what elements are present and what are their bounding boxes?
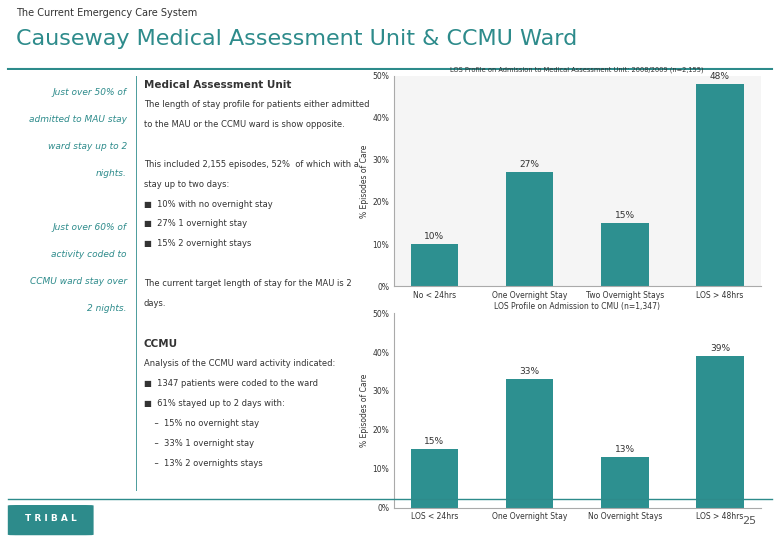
Text: days.: days. bbox=[144, 299, 166, 308]
Text: –  13% 2 overnights stays: – 13% 2 overnights stays bbox=[144, 459, 263, 468]
Text: 39%: 39% bbox=[710, 344, 730, 353]
Text: The current target length of stay for the MAU is 2: The current target length of stay for th… bbox=[144, 279, 352, 288]
Text: 2 nights.: 2 nights. bbox=[87, 305, 127, 313]
Text: –  15% no overnight stay: – 15% no overnight stay bbox=[144, 419, 259, 428]
Text: activity coded to: activity coded to bbox=[51, 250, 127, 259]
Bar bbox=[505, 379, 553, 508]
Text: 48%: 48% bbox=[710, 72, 730, 80]
Text: T R I B A L: T R I B A L bbox=[25, 514, 76, 523]
Text: Causeway Medical Assessment Unit & CCMU Ward: Causeway Medical Assessment Unit & CCMU … bbox=[16, 30, 577, 50]
Text: Medical Assessment Unit: Medical Assessment Unit bbox=[144, 80, 292, 90]
Text: Just over 50% of: Just over 50% of bbox=[53, 88, 127, 97]
Text: admitted to MAU stay: admitted to MAU stay bbox=[29, 115, 127, 124]
FancyBboxPatch shape bbox=[8, 505, 94, 535]
Bar bbox=[697, 84, 744, 286]
Bar bbox=[410, 449, 458, 508]
Text: 25: 25 bbox=[743, 516, 757, 525]
Text: –  33% 1 overnight stay: – 33% 1 overnight stay bbox=[144, 439, 254, 448]
Text: 27%: 27% bbox=[519, 160, 540, 169]
Title: LOS Profile on Admission to CMU (n=1,347): LOS Profile on Admission to CMU (n=1,347… bbox=[495, 302, 660, 311]
Text: ■  1347 patients were coded to the ward: ■ 1347 patients were coded to the ward bbox=[144, 379, 318, 388]
Bar bbox=[601, 457, 649, 508]
Text: ■  15% 2 overnight stays: ■ 15% 2 overnight stays bbox=[144, 239, 251, 248]
Bar bbox=[697, 356, 744, 508]
Text: to the MAU or the CCMU ward is show opposite.: to the MAU or the CCMU ward is show oppo… bbox=[144, 120, 345, 129]
Text: stay up to two days:: stay up to two days: bbox=[144, 180, 229, 188]
Text: ■  61% stayed up to 2 days with:: ■ 61% stayed up to 2 days with: bbox=[144, 399, 285, 408]
Text: nights.: nights. bbox=[96, 169, 127, 178]
Text: CCMU ward stay over: CCMU ward stay over bbox=[30, 277, 127, 286]
Text: Just over 60% of: Just over 60% of bbox=[53, 223, 127, 232]
Text: The length of stay profile for patients either admitted: The length of stay profile for patients … bbox=[144, 100, 370, 109]
Bar bbox=[410, 244, 458, 286]
Text: 15%: 15% bbox=[615, 211, 635, 220]
Text: The Current Emergency Care System: The Current Emergency Care System bbox=[16, 9, 197, 18]
Text: Analysis of the CCMU ward activity indicated:: Analysis of the CCMU ward activity indic… bbox=[144, 359, 335, 368]
Text: ■  10% with no overnight stay: ■ 10% with no overnight stay bbox=[144, 199, 273, 208]
Text: ■  27% 1 overnight stay: ■ 27% 1 overnight stay bbox=[144, 219, 247, 228]
Text: ward stay up to 2: ward stay up to 2 bbox=[48, 142, 127, 151]
Bar bbox=[601, 223, 649, 286]
Y-axis label: % Episodes of Care: % Episodes of Care bbox=[360, 374, 370, 447]
Y-axis label: % Episodes of Care: % Episodes of Care bbox=[360, 144, 370, 218]
Text: This included 2,155 episodes, 52%  of which with a: This included 2,155 episodes, 52% of whi… bbox=[144, 160, 359, 168]
Text: CCMU: CCMU bbox=[144, 339, 178, 349]
Text: 15%: 15% bbox=[424, 437, 445, 446]
Text: 13%: 13% bbox=[615, 445, 635, 454]
Title: LOS Profile on Admission to Medical Assessment Unit: 2008/2009 (n=2,155): LOS Profile on Admission to Medical Asse… bbox=[450, 66, 704, 73]
Text: 10%: 10% bbox=[424, 232, 445, 241]
Text: 33%: 33% bbox=[519, 367, 540, 376]
Bar bbox=[505, 172, 553, 286]
